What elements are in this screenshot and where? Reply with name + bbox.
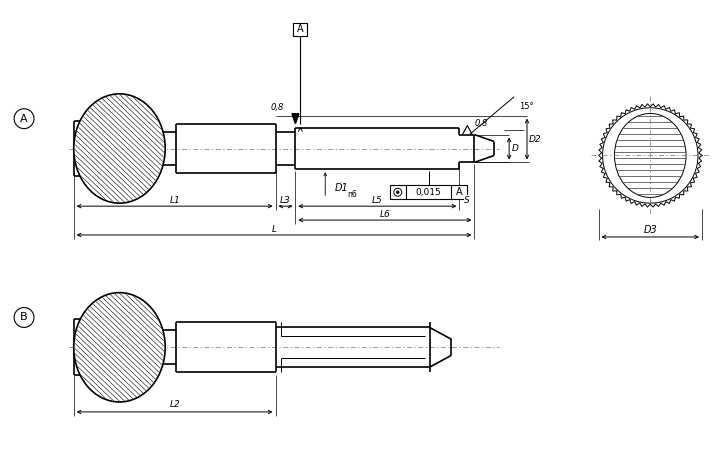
Text: D1: D1	[335, 183, 349, 193]
Ellipse shape	[73, 94, 165, 203]
Text: 0,8: 0,8	[271, 103, 284, 112]
Text: D3: D3	[643, 225, 657, 235]
Text: B: B	[20, 313, 28, 323]
Text: L: L	[272, 225, 276, 233]
Text: 0,8: 0,8	[474, 119, 488, 128]
Text: 15°: 15°	[519, 102, 534, 111]
Text: A: A	[297, 24, 304, 34]
Ellipse shape	[74, 94, 165, 203]
FancyBboxPatch shape	[390, 185, 467, 199]
FancyBboxPatch shape	[294, 23, 308, 36]
Circle shape	[397, 191, 399, 193]
Polygon shape	[292, 114, 299, 124]
Text: A: A	[456, 187, 462, 197]
Text: A: A	[20, 114, 28, 124]
Text: D2: D2	[529, 135, 542, 144]
Text: n6: n6	[347, 190, 357, 199]
Text: L3: L3	[280, 196, 291, 205]
Circle shape	[603, 108, 698, 203]
Text: L5: L5	[372, 196, 383, 205]
Ellipse shape	[73, 293, 165, 402]
Text: L2: L2	[169, 400, 180, 409]
Text: L1: L1	[169, 196, 180, 205]
Ellipse shape	[74, 293, 165, 401]
Text: 0,015: 0,015	[416, 188, 441, 197]
Text: S: S	[464, 196, 470, 205]
Text: L6: L6	[379, 210, 390, 219]
Ellipse shape	[614, 113, 686, 197]
Text: D: D	[512, 144, 518, 153]
